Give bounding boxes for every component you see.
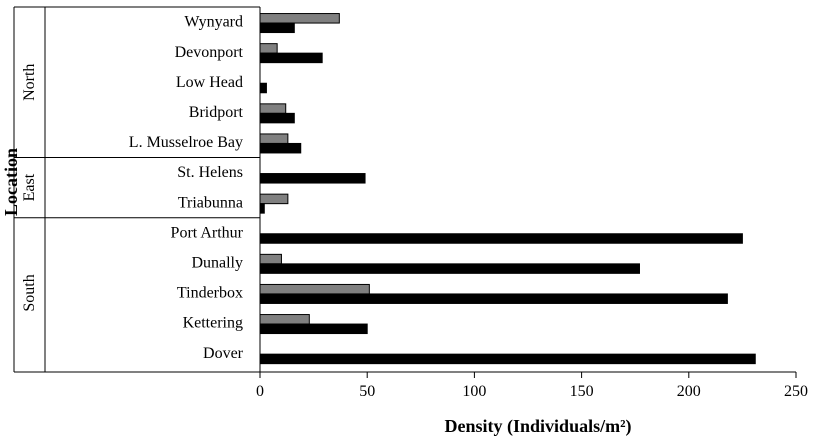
region-label: East: [21, 173, 38, 201]
bar-series-2: [259, 263, 640, 274]
category-label: Tinderbox: [177, 285, 243, 302]
chart-frame: [13, 6, 796, 373]
category-label: Wynyard: [184, 14, 243, 31]
bar-series-2: [259, 82, 267, 94]
category-label: St. Helens: [177, 164, 243, 181]
region-labels: North East South: [21, 64, 38, 312]
bar-series-2: [259, 52, 323, 64]
bar-series-2: [259, 323, 368, 335]
category-label: Dunally: [191, 255, 243, 272]
x-axis: 0 50 100 150 200 250: [256, 372, 808, 400]
region-label: South: [21, 274, 38, 311]
bar-series-2: [259, 112, 295, 124]
x-tick-label: 0: [256, 383, 264, 400]
bar-series-1: [259, 133, 289, 144]
bar-series-1: [259, 314, 310, 325]
category-label: Kettering: [183, 315, 243, 332]
category-labels: Wynyard Devonport Low Head Bridport L. Musse…: [129, 14, 244, 362]
bar-series-2: [259, 293, 728, 304]
region-label: North: [21, 64, 38, 101]
y-axis-title: Location: [1, 148, 21, 216]
bar-series-2: [259, 233, 743, 244]
bar-series-1: [259, 43, 278, 54]
category-label: Dover: [203, 345, 244, 362]
bar-series-1: [259, 283, 370, 295]
bar-series-2: [259, 22, 295, 34]
bars: [259, 13, 756, 365]
x-tick-label: 100: [462, 383, 486, 400]
x-tick-label: 150: [570, 383, 594, 400]
bar-series-1: [259, 193, 289, 205]
region-dividers: [14, 157, 260, 219]
bar-series-2: [259, 173, 366, 184]
x-tick-label: 50: [359, 383, 375, 400]
category-label: Bridport: [189, 104, 244, 121]
bar-series-1: [259, 253, 282, 265]
category-label: Triabunna: [178, 194, 243, 211]
x-axis-title: Density (Individuals/m²): [445, 416, 632, 437]
bar-series-2: [259, 353, 756, 365]
bar-series-2: [259, 142, 302, 154]
category-label: L. Musselroe Bay: [129, 134, 243, 151]
category-label: Devonport: [175, 44, 244, 61]
bar-series-1: [259, 103, 287, 114]
bar-series-1: [259, 13, 340, 24]
bar-series-2: [259, 203, 265, 214]
x-tick-label: 200: [677, 383, 701, 400]
category-label: Port Arthur: [171, 224, 244, 241]
category-label: Low Head: [176, 74, 243, 91]
x-tick-label: 250: [784, 383, 808, 400]
